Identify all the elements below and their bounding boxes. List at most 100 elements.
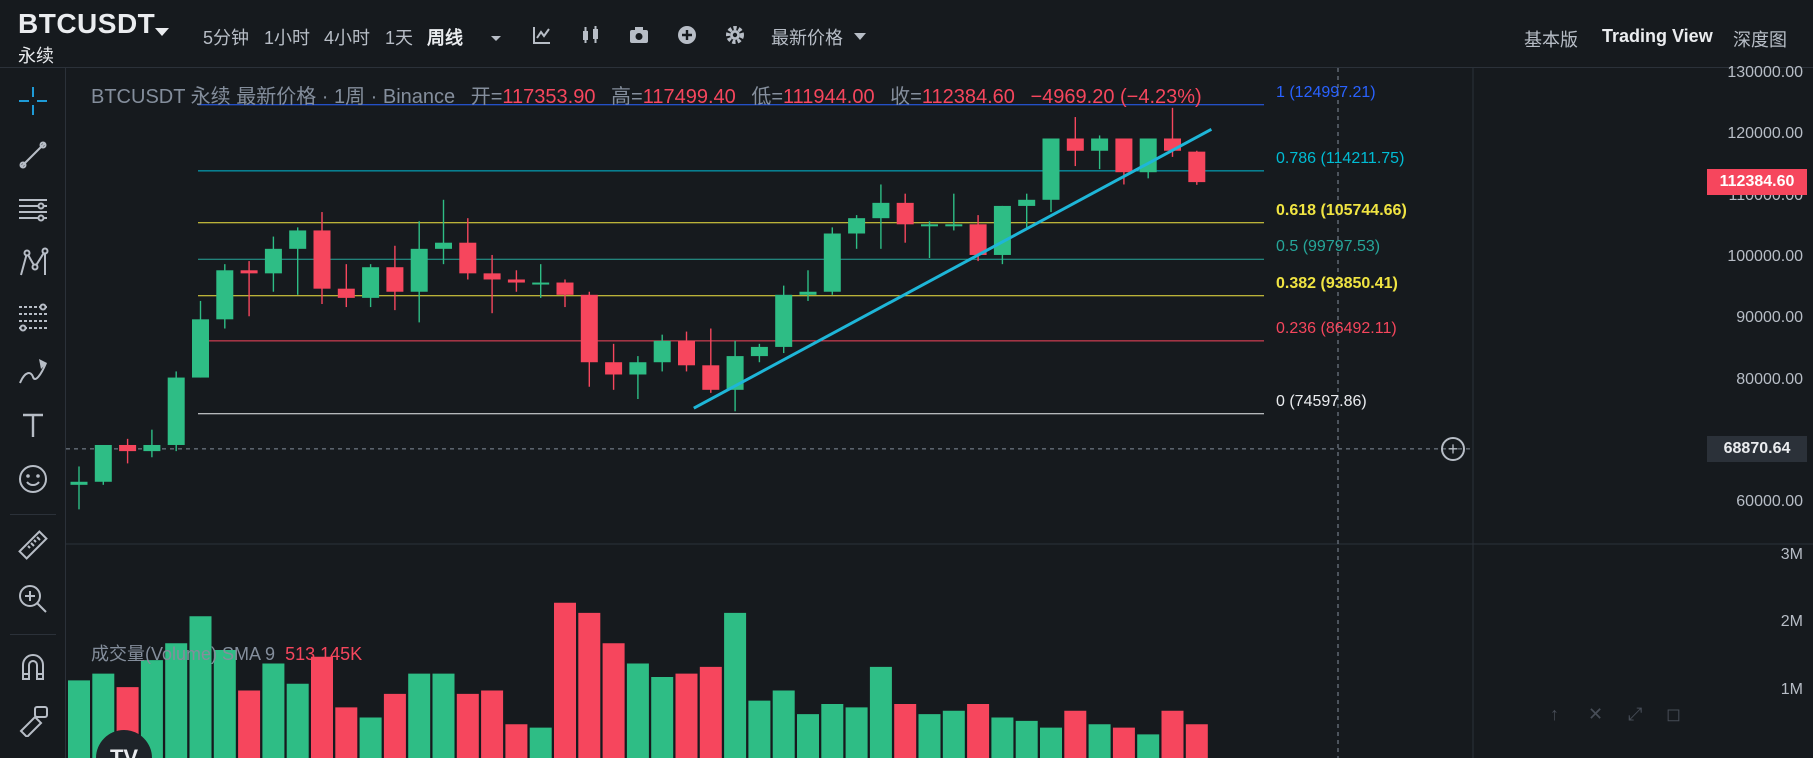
volume-axis-label: 2M: [1780, 613, 1803, 630]
volume-bar: [578, 612, 601, 758]
zoom-in-icon[interactable]: [14, 580, 52, 618]
volume-bar: [213, 650, 236, 758]
text-icon[interactable]: [14, 406, 52, 444]
volume-bar: [1088, 724, 1111, 758]
volume-axis-label: 3M: [1780, 545, 1803, 563]
chevron-down-icon[interactable]: [155, 28, 169, 36]
price-axis-label: 80000.00: [1736, 370, 1803, 388]
fib-label-0786[interactable]: 0.786 (114211.75): [1276, 149, 1405, 167]
volume-bar: [140, 660, 163, 758]
volume-bar: [1185, 724, 1208, 758]
volume-bar: [967, 704, 990, 758]
candle-body: [921, 224, 938, 227]
timeframe-1h[interactable]: 1小时: [264, 28, 311, 48]
fib-label-0382[interactable]: 0.382 (93850.41): [1276, 274, 1398, 292]
volume-bar: [894, 704, 917, 758]
pattern-icon[interactable]: [14, 244, 52, 282]
fib-label-0236[interactable]: 0.236 (86492.11): [1276, 319, 1397, 337]
view-tradingview[interactable]: Trading View: [1602, 26, 1713, 46]
pane-close-icon[interactable]: ✕: [1588, 704, 1604, 724]
candle-body: [1139, 138, 1157, 173]
candle-body: [605, 362, 623, 375]
pane-maximize-icon[interactable]: ⤢: [1628, 704, 1643, 724]
brush-icon[interactable]: [14, 352, 52, 390]
candle-body: [313, 230, 331, 289]
view-basic[interactable]: 基本版: [1524, 30, 1578, 50]
view-depth[interactable]: 深度图: [1733, 30, 1787, 50]
timeframe-more-chevron-icon[interactable]: [485, 28, 507, 50]
legend-high-label: 高=: [611, 86, 643, 108]
legend-title: BTCUSDT 永续 最新价格 · 1周 · Binance: [91, 86, 456, 108]
price-axis-label: 100000.00: [1727, 248, 1803, 266]
candle-body: [775, 294, 793, 347]
candle-body: [896, 202, 914, 225]
price-chart[interactable]: [66, 68, 1813, 758]
candle-body: [1115, 138, 1133, 173]
volume-bar: [651, 677, 674, 758]
legend-close-label: 收=: [890, 86, 922, 108]
volume-bar: [942, 710, 965, 758]
price-type-chevron-icon[interactable]: [854, 33, 866, 40]
volume-bar: [1015, 720, 1038, 758]
lock-draw-icon[interactable]: [14, 700, 52, 738]
volume-bar: [359, 717, 382, 758]
fib-label-1[interactable]: 1 (124997.21): [1276, 83, 1376, 101]
candle-body: [848, 218, 866, 234]
fib-label-0[interactable]: 0 (74597.86): [1276, 392, 1367, 410]
legend-open: 117353.90: [502, 86, 596, 108]
plus-circle-icon[interactable]: [676, 24, 698, 46]
legend-open-label: 开=: [470, 86, 503, 108]
candle-body: [216, 270, 234, 320]
toolbar-divider: [10, 634, 56, 635]
volume-bar: [238, 690, 261, 758]
trend-line-icon[interactable]: [14, 136, 52, 174]
candle-body: [362, 267, 380, 298]
volume-bar: [797, 714, 819, 758]
candle-body: [993, 205, 1011, 255]
volume-bar: [1137, 734, 1160, 758]
indicators-icon[interactable]: [531, 24, 553, 46]
candle-body: [823, 233, 841, 292]
candle-body: [629, 362, 647, 375]
volume-bar: [505, 724, 528, 758]
volume-bar: [165, 643, 188, 758]
gear-icon[interactable]: [724, 24, 746, 46]
candle-body: [507, 279, 525, 283]
volume-axis-label: 1M: [1780, 680, 1803, 698]
timeframe-1w[interactable]: 周线: [427, 28, 463, 48]
candle-body: [945, 224, 963, 227]
chart-area[interactable]: BTCUSDT 永续 最新价格 · 1周 · Binance 开=117353.…: [66, 64, 1813, 758]
price-axis-label: 130000.00: [1727, 64, 1803, 82]
volume-bar: [189, 616, 212, 758]
legend-high: 117499.40: [642, 86, 736, 108]
candle-body: [264, 248, 282, 274]
fib-retracement-icon[interactable]: [14, 298, 52, 336]
volume-bar: [724, 612, 747, 758]
candle-body: [580, 294, 598, 363]
timeframe-1d[interactable]: 1天: [385, 28, 414, 48]
volume-bar: [1161, 710, 1184, 758]
candlestick-type-icon[interactable]: [580, 24, 602, 46]
fib-label-05[interactable]: 0.5 (99797.53): [1276, 238, 1381, 256]
timeframe-5m[interactable]: 5分钟: [203, 28, 250, 48]
candle-body: [143, 444, 161, 452]
pane-up-icon[interactable]: ↑: [1550, 704, 1559, 724]
price-type-select[interactable]: 最新价格: [771, 28, 843, 48]
pane-settings-icon[interactable]: ◻: [1666, 704, 1681, 724]
ruler-icon[interactable]: [14, 526, 52, 564]
add-alert-plus-icon[interactable]: +: [1441, 436, 1465, 461]
magnet-icon[interactable]: [14, 648, 52, 686]
volume-bar: [529, 727, 552, 758]
symbol-name[interactable]: BTCUSDT: [18, 8, 156, 39]
emoji-icon[interactable]: [14, 460, 52, 498]
camera-icon[interactable]: [628, 24, 650, 46]
horizontal-lines-icon[interactable]: [14, 190, 52, 228]
candle-body: [435, 242, 452, 249]
crosshair-icon[interactable]: [14, 82, 52, 120]
legend-close: 112384.60: [921, 86, 1015, 108]
volume-bar: [845, 707, 868, 758]
fib-label-0618[interactable]: 0.618 (105744.66): [1276, 201, 1407, 219]
timeframe-4h[interactable]: 4小时: [324, 28, 371, 48]
legend-change: −4969.20 (−4.23%): [1030, 86, 1202, 108]
volume-bar: [1064, 710, 1087, 758]
